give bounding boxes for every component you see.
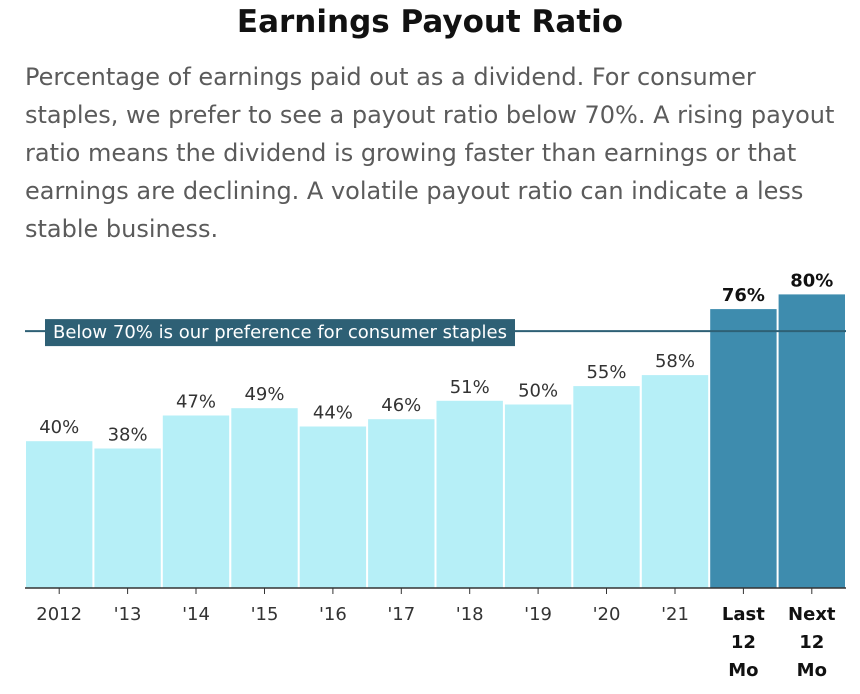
bars: 40% 38% 47% 49% 44% 46% 51% 50% 55% 58% 76% 80% <box>26 270 845 588</box>
reference-line-label: Below 70% is our preference for consumer… <box>53 322 507 343</box>
x-tick-label-8: '20 <box>593 604 621 625</box>
x-axis: 2012 '13 '14 '15 '16 '17 '18 '19 '20 '21 Last 12 Mo N… <box>25 587 846 681</box>
bar-value-label-8: 55% <box>586 362 626 383</box>
x-tick-label-11: Next 12 Mo <box>788 604 836 681</box>
bar-3 <box>231 408 298 588</box>
bar-value-label-9: 58% <box>655 351 695 372</box>
x-tick-label-5: '17 <box>387 604 415 625</box>
bar-value-label-1: 38% <box>108 425 148 446</box>
bar-7 <box>504 404 572 588</box>
bar-value-label-10: 76% <box>722 285 765 306</box>
x-tick-label-0: 2012 <box>36 604 82 625</box>
reference-line-label-background <box>45 319 515 347</box>
bar-value-label-0: 40% <box>39 417 79 438</box>
bar-value-label-6: 51% <box>450 377 490 398</box>
x-tick-label-2: '14 <box>182 604 210 625</box>
bar-6 <box>436 400 503 588</box>
x-tick-label-3: '15 <box>251 604 279 625</box>
chart-title: Earnings Payout Ratio <box>236 4 624 40</box>
x-tick-label-9: '21 <box>661 604 689 625</box>
x-tick-label-4: '16 <box>319 604 347 625</box>
chart-subtitle: Percentage of earnings paid out as a div… <box>25 63 835 243</box>
bar-11 <box>778 294 845 588</box>
bar-value-label-4: 44% <box>313 403 353 424</box>
x-tick-label-7: '19 <box>524 604 552 625</box>
bar-4 <box>299 426 367 588</box>
bar-8 <box>573 386 640 588</box>
bar-value-label-2: 47% <box>176 392 216 413</box>
bar-1 <box>94 448 161 588</box>
x-tick-label-1: '13 <box>114 604 142 625</box>
bar-value-label-3: 49% <box>244 384 284 405</box>
reference-line-group: Below 70% is our preference for consumer… <box>25 319 846 347</box>
x-tick-label-10: Last 12 Mo <box>722 604 765 681</box>
bar-10 <box>710 309 777 588</box>
bar-2 <box>162 415 230 588</box>
bar-value-label-11: 80% <box>790 270 833 291</box>
bar-0 <box>26 441 93 588</box>
bar-value-label-7: 50% <box>518 381 558 402</box>
bar-5 <box>368 419 435 588</box>
x-tick-label-6: '18 <box>456 604 484 625</box>
bar-9 <box>641 375 709 588</box>
bar-value-label-5: 46% <box>381 395 421 416</box>
